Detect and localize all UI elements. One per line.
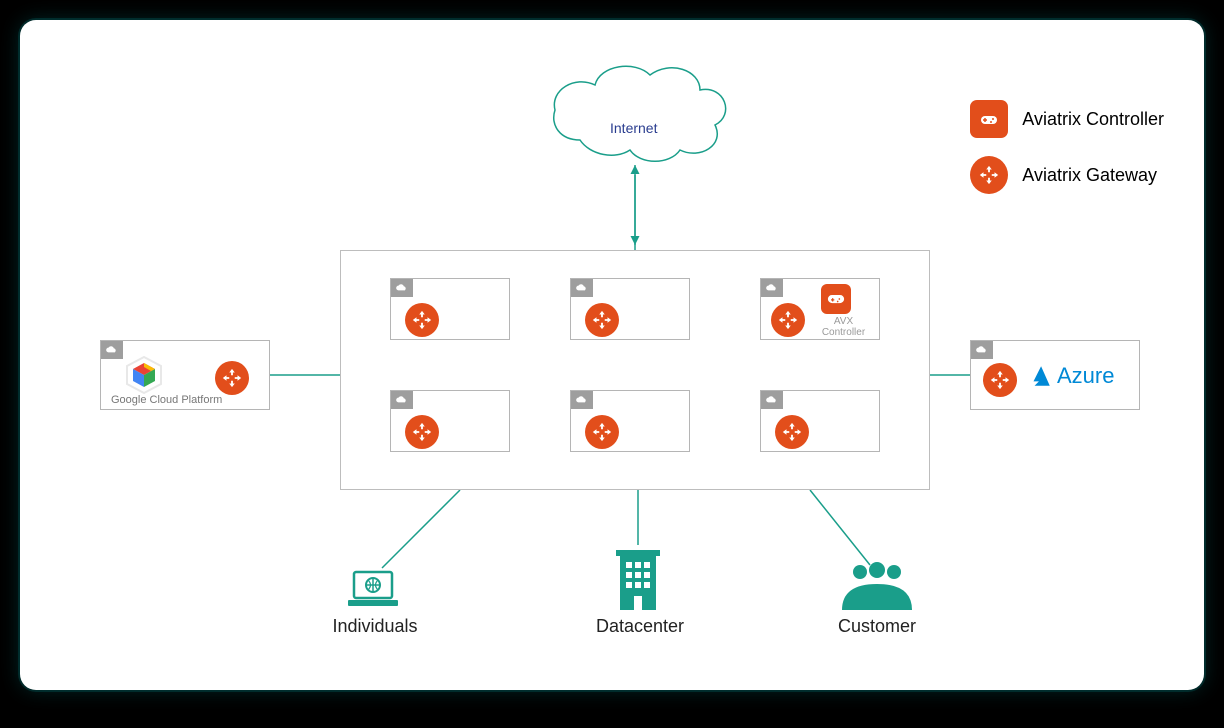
- controller-icon: [821, 284, 851, 314]
- individuals-label: Individuals: [330, 616, 420, 637]
- legend-gateway: Aviatrix Gateway: [970, 156, 1164, 194]
- gcp-logo-icon: [121, 355, 167, 395]
- customer-icon: [838, 562, 916, 612]
- diagram-frame: Internet: [20, 20, 1204, 690]
- cloud-corner-icon: [391, 391, 413, 409]
- gateway-icon: [215, 361, 249, 395]
- gateway-icon: [585, 303, 619, 337]
- legend-controller-label: Aviatrix Controller: [1022, 109, 1164, 130]
- cloud-corner-icon: [391, 279, 413, 297]
- vpc-top-mid: [570, 278, 690, 340]
- cloud-corner-icon: [761, 391, 783, 409]
- datacenter-icon: [614, 546, 662, 612]
- cloud-corner-icon: [761, 279, 783, 297]
- gateway-icon: [970, 156, 1008, 194]
- cloud-corner-icon: [571, 279, 593, 297]
- vpc-top-left: [390, 278, 510, 340]
- gcp-box: Google Cloud Platform: [100, 340, 270, 410]
- gateway-icon: [775, 415, 809, 449]
- controller-icon: [970, 100, 1008, 138]
- vpc-bottom-left: [390, 390, 510, 452]
- individuals-icon: [346, 568, 400, 610]
- internet-label: Internet: [610, 120, 657, 136]
- vpc-top-right: AVX Controller: [760, 278, 880, 340]
- gateway-icon: [771, 303, 805, 337]
- gateway-icon: [405, 303, 439, 337]
- vpc-bottom-right: [760, 390, 880, 452]
- datacenter-label: Datacenter: [590, 616, 690, 637]
- customer-label: Customer: [832, 616, 922, 637]
- cloud-corner-icon: [101, 341, 123, 359]
- gateway-icon: [585, 415, 619, 449]
- azure-logo-icon: [1027, 363, 1053, 389]
- azure-box: Azure: [970, 340, 1140, 410]
- avx-controller-label: AVX Controller: [816, 316, 871, 338]
- gcp-label: Google Cloud Platform: [111, 394, 222, 406]
- cloud-corner-icon: [971, 341, 993, 359]
- gateway-icon: [405, 415, 439, 449]
- internet-cloud: [554, 66, 726, 161]
- vpc-bottom-mid: [570, 390, 690, 452]
- cloud-corner-icon: [571, 391, 593, 409]
- legend: Aviatrix Controller Aviatrix Gateway: [970, 100, 1164, 212]
- azure-label: Azure: [1057, 363, 1114, 389]
- gateway-icon: [983, 363, 1017, 397]
- legend-gateway-label: Aviatrix Gateway: [1022, 165, 1157, 186]
- legend-controller: Aviatrix Controller: [970, 100, 1164, 138]
